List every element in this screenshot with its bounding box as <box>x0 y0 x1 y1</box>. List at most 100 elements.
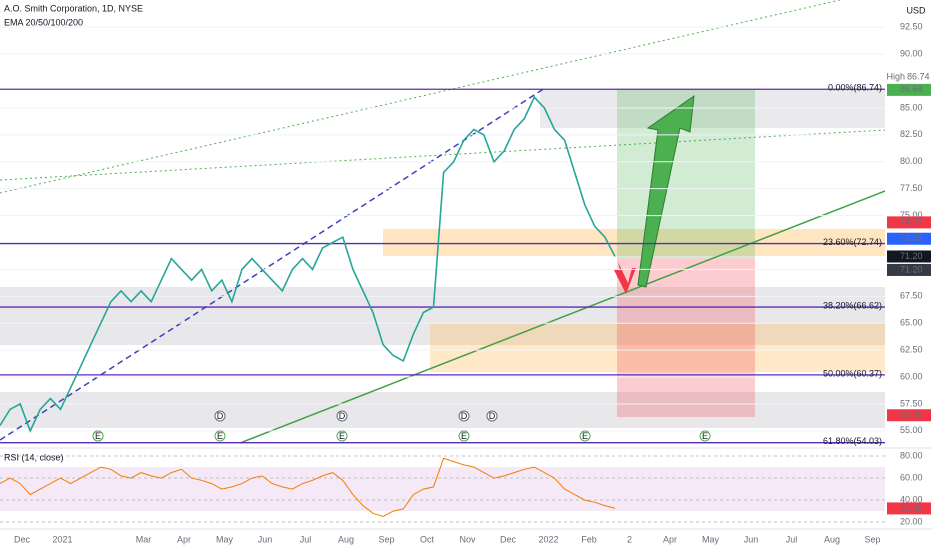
x-tick-label: Sep <box>378 534 394 544</box>
x-tick-label: Aug <box>824 534 840 544</box>
title: A.O. Smith Corporation, 1D, NYSE <box>4 3 143 13</box>
x-tick-label: May <box>216 534 234 544</box>
price-badge-label: 74.37 <box>900 217 923 227</box>
rsi-line <box>0 457 616 518</box>
y-tick-label: 82.50 <box>900 129 923 139</box>
event-marker-badge <box>699 430 711 442</box>
zone <box>383 229 885 256</box>
y-tick-label: 62.50 <box>900 345 923 355</box>
channel <box>0 0 841 194</box>
y-tick-label: 90.00 <box>900 49 923 59</box>
y-tick-label: 75.00 <box>900 210 923 220</box>
rsi-band <box>0 467 885 512</box>
price-badge-label: 71.20 <box>900 251 923 261</box>
rsi-last-label: 32.39 <box>900 503 923 513</box>
x-tick-label: Feb <box>581 534 597 544</box>
event-marker-badge <box>336 430 348 442</box>
price-badge <box>887 250 931 263</box>
event-marker-label: E <box>461 431 467 441</box>
rsi-tick-label: 80.00 <box>900 450 923 460</box>
zone <box>0 392 885 428</box>
event-marker-label: E <box>582 431 588 441</box>
rsi-title: RSI (14, close) <box>4 452 64 462</box>
x-tick-label: Jun <box>744 534 759 544</box>
y-tick-label: 57.50 <box>900 398 923 408</box>
event-marker-badge <box>486 410 498 422</box>
high-label: High <box>886 72 905 82</box>
event-marker-badge <box>92 430 104 442</box>
x-tick-label: Apr <box>177 534 191 544</box>
trend-line <box>239 181 909 444</box>
x-tick-label: Oct <box>420 534 435 544</box>
event-marker: E <box>579 430 591 442</box>
x-tick-label: Mar <box>136 534 152 544</box>
price-badge-label: 72.85 <box>900 233 923 243</box>
fib-label: 0.00%(86.74) <box>828 83 882 93</box>
y-tick-label: 55.00 <box>900 425 923 435</box>
zone <box>430 323 885 372</box>
x-tick-label: Dec <box>500 534 517 544</box>
x-tick-label: Nov <box>459 534 476 544</box>
axes: 92.5090.0085.0082.5080.0077.5075.0070.00… <box>14 22 931 544</box>
price-badge <box>887 409 931 422</box>
x-tick-label: Aug <box>338 534 354 544</box>
x-tick-label: Sep <box>864 534 880 544</box>
event-marker: D <box>486 410 498 422</box>
event-marker-label: E <box>702 431 708 441</box>
event-marker-label: D <box>339 411 346 421</box>
event-marker: D <box>336 410 348 422</box>
event-marker: D <box>214 410 226 422</box>
x-tick-label: Jul <box>786 534 798 544</box>
event-marker: E <box>336 430 348 442</box>
trend-line <box>0 87 546 441</box>
event-marker-badge <box>214 430 226 442</box>
price-line <box>0 95 616 433</box>
indicator: EMA 20/50/100/200 <box>4 17 83 27</box>
y-tick-label: 60.00 <box>900 371 923 381</box>
event-marker-label: E <box>217 431 223 441</box>
x-tick-label: 2022 <box>538 534 558 544</box>
x-tick-label: Jul <box>300 534 312 544</box>
event-marker-label: E <box>95 431 101 441</box>
x-tick-label: 2021 <box>52 534 72 544</box>
x-tick-label: Jun <box>258 534 273 544</box>
event-marker-label: E <box>339 431 345 441</box>
currency: USD <box>906 5 926 15</box>
event-marker-label: D <box>461 411 468 421</box>
rsi-tick-label: 20.00 <box>900 516 923 526</box>
fib-label: 61.80%(54.03) <box>823 436 882 446</box>
arrow-up <box>637 94 695 288</box>
fib-label: 23.60%(72.74) <box>823 237 882 247</box>
arrow-down <box>614 262 636 294</box>
event-marker-badge <box>458 430 470 442</box>
loss-zone <box>617 258 755 417</box>
price-badge-label: 86.74 <box>907 72 930 82</box>
event-marker-label: D <box>217 411 224 421</box>
price-badge <box>887 232 931 245</box>
y-tick-label: 92.50 <box>900 22 923 32</box>
rsi-tick-label: 60.00 <box>900 472 923 482</box>
event-marker: E <box>699 430 711 442</box>
event-marker-badge <box>458 410 470 422</box>
price-badge-label: 86.68 <box>900 84 923 94</box>
plot: 0.00%(86.74) 23.60%(72.74) 38.20%(66.62) 50… <box>0 26 885 523</box>
event-marker: D <box>458 410 470 422</box>
event-marker-badge <box>336 410 348 422</box>
event-marker: E <box>214 430 226 442</box>
price-badge <box>887 216 931 229</box>
price-badge <box>887 83 931 96</box>
y-tick-label: 67.50 <box>900 291 923 301</box>
x-tick-label: Dec <box>14 534 31 544</box>
zone <box>540 89 885 128</box>
price-badge <box>887 263 931 276</box>
event-marker-badge <box>579 430 591 442</box>
event-marker-badge <box>214 410 226 422</box>
y-tick-label: 85.00 <box>900 102 923 112</box>
price-badge-label: 56.45 <box>900 410 923 420</box>
x-tick-label: May <box>702 534 720 544</box>
y-tick-label: 80.00 <box>900 156 923 166</box>
fib-label: 38.20%(66.62) <box>823 300 882 310</box>
rsi-tick-label: 40.00 <box>900 494 923 504</box>
event-marker: E <box>458 430 470 442</box>
